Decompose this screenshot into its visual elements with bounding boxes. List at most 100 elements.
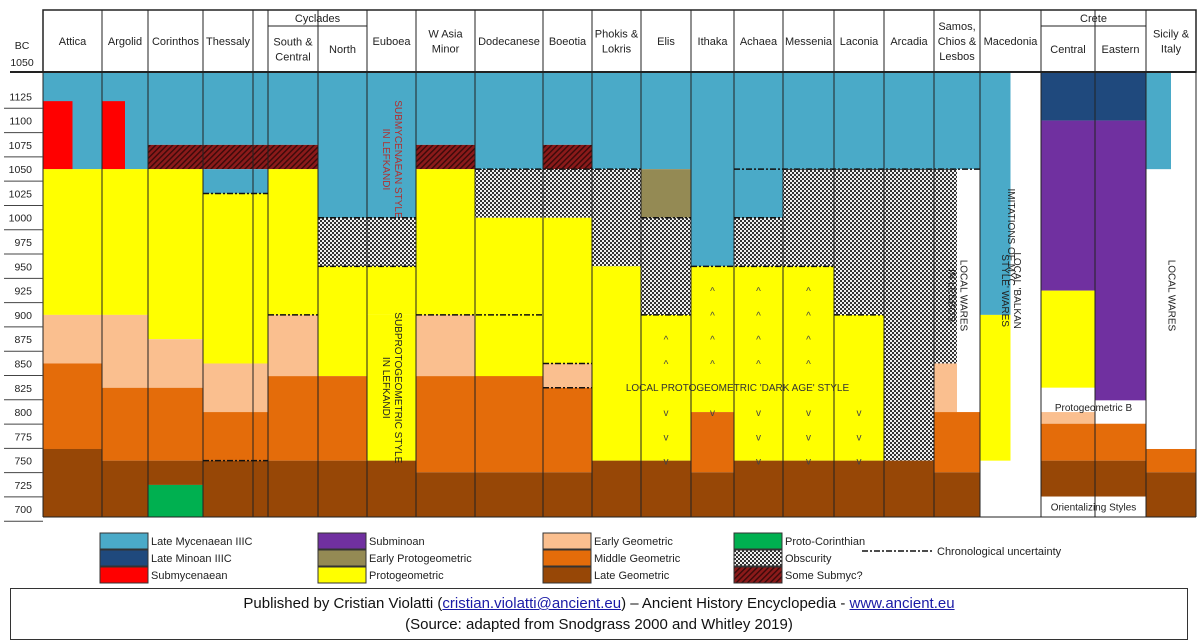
author-email-link[interactable]: cristian.violatti@ancient.eu — [442, 595, 622, 612]
column-header-phokis: Phokis & Lokris — [595, 29, 639, 56]
segment-crete_e-W — [1095, 400, 1146, 424]
arrow-down-icon: v — [664, 408, 669, 419]
arrow-up-icon: ^ — [756, 335, 761, 346]
segment-wasia-LG — [416, 472, 475, 517]
segment-achaea-OB — [734, 217, 783, 267]
arrow-up-icon: ^ — [756, 287, 761, 298]
group-header-crete: Crete — [1080, 13, 1107, 25]
arrow-down-icon: v — [664, 457, 669, 468]
y-tick-label: 925 — [14, 286, 32, 298]
segment-attica-PG — [43, 169, 102, 315]
y-axis-label: BC — [15, 40, 30, 52]
segment-laconia-OB — [834, 169, 884, 315]
legend-swatch-MG — [542, 549, 592, 567]
segment-boeotia-MG — [543, 387, 592, 473]
y-tick-label: 1000 — [9, 213, 33, 225]
column-header-corinthos: Corinthos — [152, 36, 200, 48]
segment-achaea-LM — [734, 72, 783, 218]
column-header-sicily: Sicily & Italy — [1153, 29, 1190, 56]
annotation-protogeometric-b: Protogeometric B — [1055, 403, 1133, 414]
segment-cyc_sc-LG — [268, 460, 318, 517]
column-header-attica: Attica — [59, 36, 87, 48]
segment-corinthos-EG — [148, 339, 203, 388]
arrow-down-icon: v — [756, 432, 761, 443]
column-header-wasia: W Asia Minor — [428, 29, 463, 56]
annotation-submycenaean-style-in-lefkandi: SUBMYCENAEAN STYLE — [392, 100, 403, 219]
segment-phokis-LM — [592, 72, 641, 170]
legend-label: Late Mycenaean IIIC — [151, 536, 253, 548]
column-header-thessaly: Thessaly — [206, 36, 251, 48]
segment-cyc_sc-EG — [268, 314, 318, 377]
segment-attica-MG — [43, 363, 102, 449]
segment-cyc_n-LG — [318, 460, 367, 517]
legend-swatch-SS — [733, 566, 783, 584]
column-header-crete_c: Central — [1050, 44, 1085, 56]
annotation-local-wares: LOCAL WARES — [1165, 260, 1176, 332]
annotation-imitations-of-myc: IMITATIONS OF MYC — [1005, 188, 1016, 285]
legend-label: Early Protogeometric — [369, 553, 472, 565]
segment-euboea-PG — [367, 266, 416, 315]
arrow-up-icon: ^ — [710, 287, 715, 298]
legend-swatch-LM — [99, 532, 149, 550]
segment-crete_e-MG — [1095, 423, 1146, 461]
legend-label: Submycenaean — [151, 570, 227, 582]
legend-swatch-EG — [542, 532, 592, 550]
segment-argolid-PG — [102, 169, 148, 315]
segment-wasia-SS — [416, 144, 475, 170]
segment-sicily-MG — [1146, 448, 1196, 473]
segment-crete_c-PG — [1041, 290, 1095, 388]
header-box — [42, 9, 1197, 73]
y-tick-label: 775 — [14, 431, 32, 443]
segment-thessaly-PG — [203, 193, 253, 364]
arrow-up-icon: ^ — [710, 359, 715, 370]
y-tick-label: 800 — [14, 407, 32, 419]
annotation-local-protogeometric-dark-age-style: LOCAL PROTOGEOMETRIC 'DARK AGE' STYLE — [626, 383, 850, 394]
segment-elis-PG — [641, 314, 691, 461]
column-header-cyc_n: North — [329, 44, 356, 56]
segment-samos-OB — [934, 169, 957, 364]
arrow-down-icon: v — [710, 408, 715, 419]
segment-wasia-MG — [416, 376, 475, 473]
segment-wasia-LM — [416, 72, 475, 145]
segment-cyc_n-MG — [318, 376, 367, 461]
website-link[interactable]: www.ancient.eu — [849, 595, 955, 612]
arrow-down-icon: v — [756, 408, 761, 419]
segment-samos-LG — [934, 472, 980, 517]
y-tick-label: 825 — [14, 383, 32, 395]
segment-boeotia-PG — [543, 217, 592, 364]
column-header-boeotia: Boeotia — [549, 36, 587, 48]
segment-sicily-LG — [1146, 472, 1196, 517]
arrow-down-icon: v — [756, 457, 761, 468]
segment-crete_e-LMin — [1095, 72, 1146, 121]
legend-label: Subminoan — [369, 536, 425, 548]
footer-source: (Source: adapted from Snodgrass 2000 and… — [405, 616, 793, 633]
segment-samos-EG — [934, 363, 957, 413]
arrow-up-icon: ^ — [756, 359, 761, 370]
segment-boeotia-LM — [543, 72, 592, 145]
arrow-up-icon: ^ — [756, 311, 761, 322]
segment-arcadia-LG — [884, 460, 934, 517]
legend-swatch-PC — [733, 532, 783, 550]
segment-crete_c-LG — [1041, 460, 1095, 497]
column-header-arcadia: Arcadia — [890, 36, 928, 48]
segment-thessaly2-EG — [253, 363, 268, 413]
arrow-down-icon: v — [664, 432, 669, 443]
legend-label: Obscurity — [785, 553, 832, 565]
arrow-down-icon: v — [806, 408, 811, 419]
y-tick-label: 950 — [14, 261, 32, 273]
segment-euboea-OB — [367, 217, 416, 267]
segment-thessaly2-MG — [253, 412, 268, 461]
segment-laconia-PG — [834, 314, 884, 461]
segment-thessaly2-LM — [253, 72, 268, 145]
segment-cyc_n-LM — [318, 72, 367, 218]
segment-dodecanese-OB — [475, 169, 543, 218]
segment-attica-EG — [43, 314, 102, 364]
segment-thessaly-LM — [203, 72, 253, 145]
column-header-argolid: Argolid — [108, 36, 142, 48]
segment-corinthos-LG — [148, 460, 203, 485]
segment-ithaka-LG — [691, 472, 734, 517]
arrow-up-icon: ^ — [806, 335, 811, 346]
annotation-local-wares-in-lesbos: LOCAL WARES — [957, 260, 968, 332]
segment-dodecanese-LM — [475, 72, 543, 170]
segment-boeotia-SS — [543, 144, 592, 170]
